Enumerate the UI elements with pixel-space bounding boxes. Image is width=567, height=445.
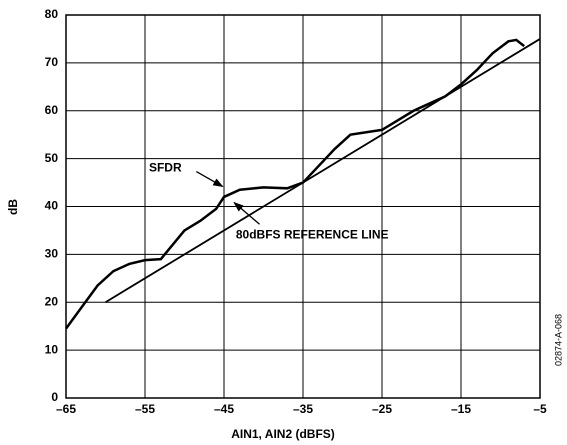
y-axis-label: dB xyxy=(6,199,20,215)
callout-arrow xyxy=(196,170,224,188)
y-tick-label: 20 xyxy=(45,294,59,308)
x-tick-label: –35 xyxy=(293,402,313,416)
x-tick-label: –5 xyxy=(533,402,547,416)
y-tick-label: 80 xyxy=(45,7,59,21)
plot-frame xyxy=(65,14,541,399)
x-tick-label: –25 xyxy=(372,402,392,416)
x-tick-label: –65 xyxy=(56,402,76,416)
x-tick-label: –45 xyxy=(214,402,234,416)
y-tick-label: 40 xyxy=(45,199,59,213)
x-tick-label: –15 xyxy=(451,402,471,416)
data-line xyxy=(105,38,541,304)
figure-id: 02874-A-068 xyxy=(553,314,563,366)
y-tick-label: 30 xyxy=(45,247,59,261)
x-axis-label: AIN1, AIN2 (dBFS) xyxy=(231,427,335,441)
legend-label: SFDR xyxy=(149,160,182,174)
callout-arrow xyxy=(233,201,260,225)
x-tick-label: –55 xyxy=(135,402,155,416)
y-tick-label: 10 xyxy=(45,342,59,356)
legend-label: 80dBFS REFERENCE LINE xyxy=(236,227,389,241)
y-tick-label: 0 xyxy=(51,390,58,404)
y-tick-label: 50 xyxy=(45,151,59,165)
y-tick-label: 60 xyxy=(45,103,59,117)
y-tick-label: 70 xyxy=(45,55,59,69)
